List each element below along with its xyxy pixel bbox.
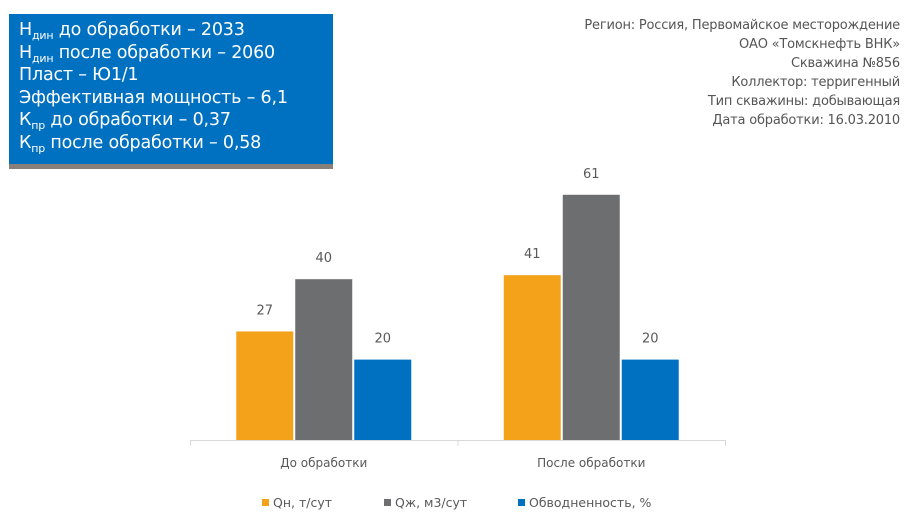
meta-line: Регион: Россия, Первомайское месторожден… (584, 18, 900, 33)
well-metadata: Регион: Россия, Первомайское месторожден… (584, 16, 900, 130)
info-line: Кпр после обработки – 0,58 (19, 132, 333, 155)
meta-line: ОАО «Томскнефть ВНК» (738, 37, 900, 52)
info-line: Ндин после обработки – 2060 (19, 42, 333, 65)
info-sub: пр (31, 119, 46, 133)
meta-line: Тип скважины: добывающая (707, 94, 900, 109)
data-label: 20 (642, 332, 659, 347)
x-tick-label: До обработки (280, 456, 367, 470)
info-sub: пр (31, 141, 46, 155)
info-line: Пласт – Ю1/1 (19, 64, 333, 87)
legend-label: Qн, т/сут (273, 495, 332, 510)
info-main: Эффективная мощность – 6,1 (19, 87, 288, 108)
bar-1 (503, 275, 561, 440)
info-sub: дин (31, 29, 54, 42)
info-rest: до обработки – 0,37 (45, 110, 231, 131)
info-line: Кпр до обработки – 0,37 (19, 109, 333, 132)
legend-swatch (518, 499, 525, 506)
data-label: 41 (524, 247, 541, 262)
meta-line: Дата обработки: 16.03.2010 (712, 113, 900, 128)
legend-label: Обводненность, % (529, 495, 652, 510)
bar-3 (621, 359, 679, 440)
info-main: К (19, 110, 32, 131)
data-label: 20 (374, 332, 391, 347)
info-rest: после обработки – 2060 (53, 42, 275, 63)
data-label: 27 (256, 303, 273, 318)
info-rest: после обработки – 0,58 (45, 132, 262, 153)
data-label: 61 (583, 167, 600, 182)
x-tick-label: После обработки (537, 456, 645, 470)
bar-2 (295, 279, 353, 440)
info-main: Н (19, 42, 32, 63)
legend-swatch (262, 499, 269, 506)
data-label: 40 (315, 251, 332, 266)
bar-1 (236, 331, 294, 440)
bar-3 (354, 359, 412, 440)
info-box: Ндин до обработки – 2033 Ндин после обраб… (9, 14, 333, 164)
info-main: Н (19, 20, 32, 40)
info-sub: дин (31, 51, 54, 65)
info-line: Ндин до обработки – 2033 (19, 19, 333, 42)
meta-line: Скважина №856 (790, 56, 900, 71)
info-main: Пласт – Ю1/1 (19, 65, 139, 86)
legend-label: Qж, м3/сут (395, 495, 467, 510)
info-line: Эффективная мощность – 6,1 (19, 87, 333, 110)
legend-swatch (384, 499, 391, 506)
bar-2 (562, 194, 620, 440)
info-rest: до обработки – 2033 (53, 20, 245, 40)
meta-line: Коллектор: терригенный (731, 75, 900, 90)
info-main: К (19, 132, 32, 153)
